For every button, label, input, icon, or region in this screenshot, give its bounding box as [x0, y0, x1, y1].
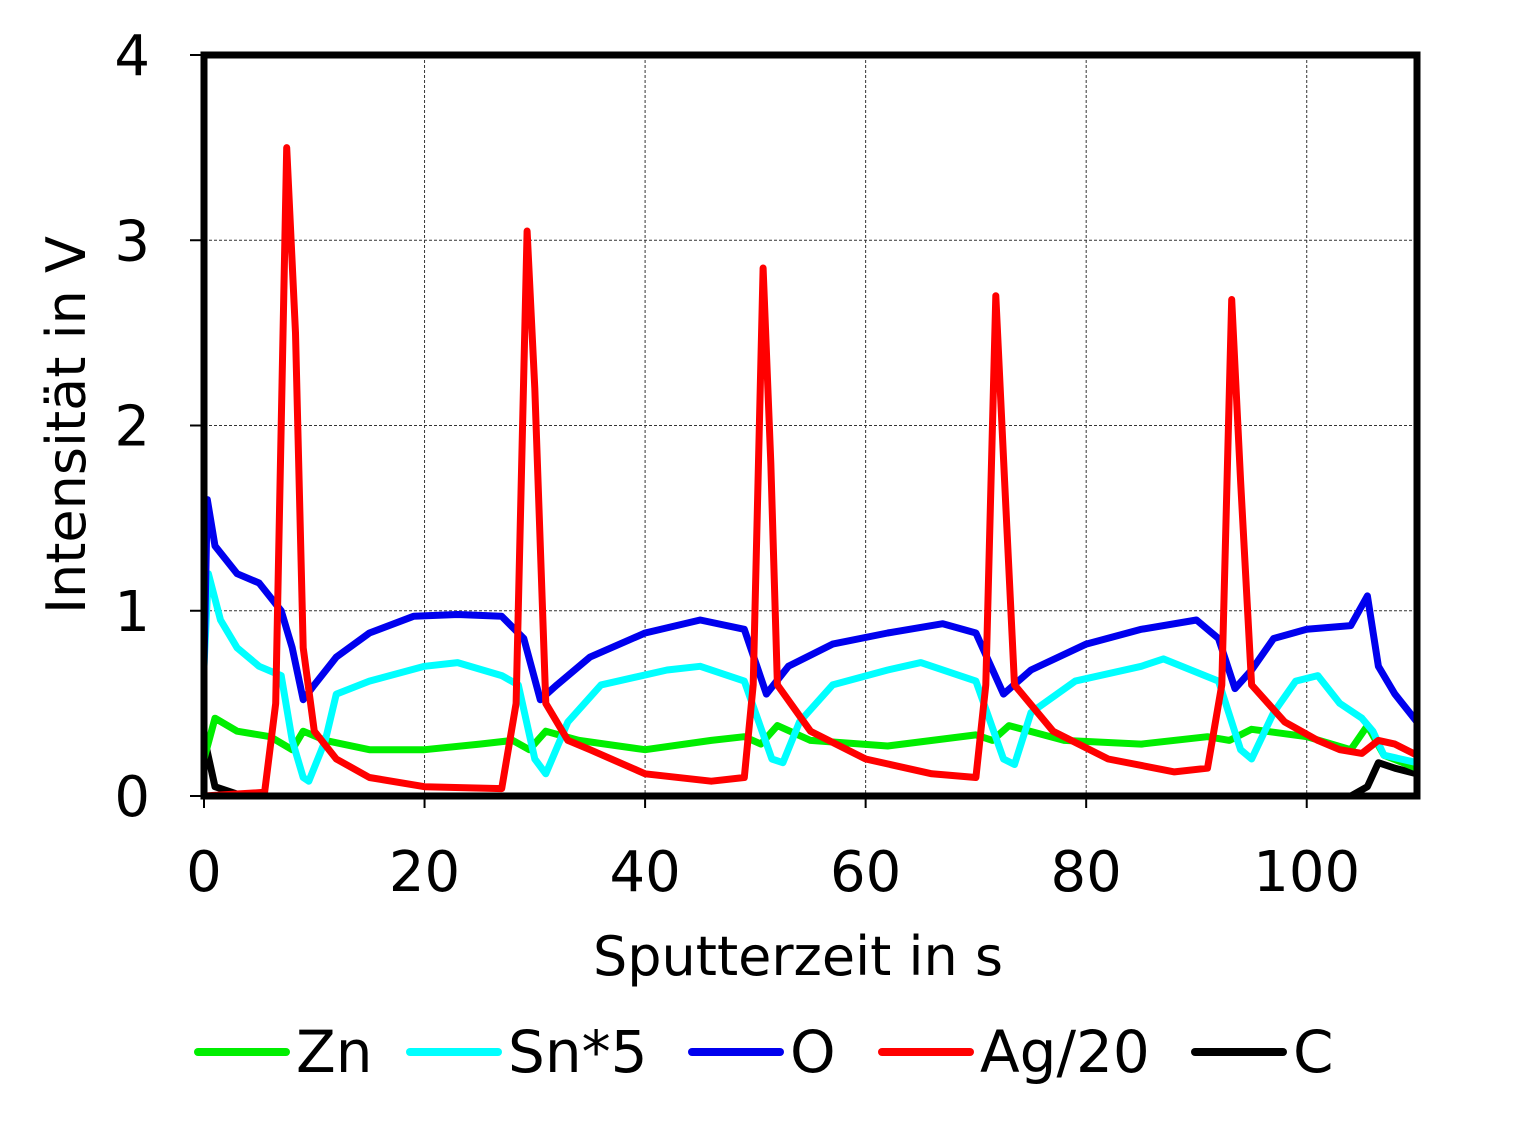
- x-axis-label: Sputterzeit in s: [593, 925, 1003, 988]
- y-tick-label: 1: [114, 580, 150, 645]
- series-line-ag20: [200, 144, 1421, 800]
- series-lines: [200, 144, 1421, 800]
- x-tick-label: 80: [1051, 840, 1122, 905]
- x-tick-label: 0: [186, 840, 222, 905]
- legend-label: C: [1293, 1018, 1334, 1086]
- legend-label: Sn*5: [508, 1018, 647, 1086]
- y-tick-label: 3: [114, 209, 150, 274]
- y-axis-label: Intensität in V: [35, 236, 98, 614]
- y-tick-label: 0: [114, 765, 150, 830]
- x-tick-label: 40: [609, 840, 680, 905]
- legend: Zn Sn*5 O Ag/20 C: [194, 1018, 1334, 1086]
- x-tick-label: 60: [830, 840, 901, 905]
- legend-label: O: [790, 1018, 836, 1086]
- legend-label: Zn: [296, 1018, 373, 1086]
- series-line-sn5: [200, 570, 1421, 785]
- x-tick-label: 20: [389, 840, 460, 905]
- series-line-c: [200, 733, 1421, 800]
- y-tick-label: 4: [114, 24, 150, 89]
- ticks: 0 20 40 60 80 100 0 1 2 3 4: [114, 24, 1360, 905]
- legend-label: Ag/20: [980, 1018, 1150, 1086]
- y-tick-label: 2: [114, 395, 150, 460]
- x-tick-label: 100: [1253, 840, 1360, 905]
